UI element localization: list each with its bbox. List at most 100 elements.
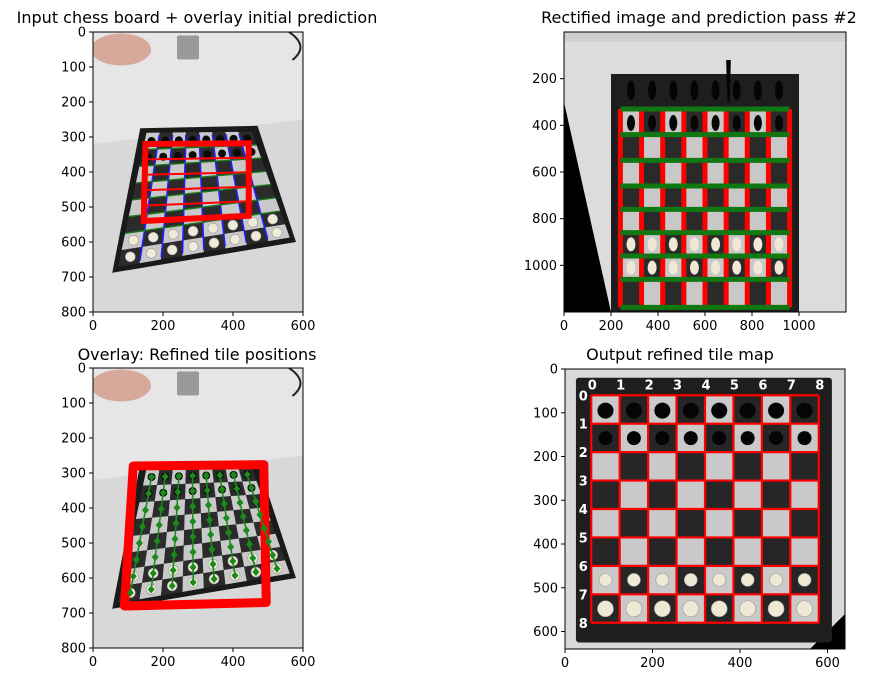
black-piece xyxy=(203,150,212,159)
refined-tile-point xyxy=(260,524,268,533)
white-piece xyxy=(125,251,136,263)
board-square xyxy=(230,159,250,175)
rectified-square xyxy=(662,186,684,210)
panel-4-axes: 0 1 2 3 4 5 6 7 8 0 1 2 3 4 5 6 7 8 0 200 400 600 0 100 200 300 40… xyxy=(533,363,846,671)
axes-frame xyxy=(564,368,846,650)
x-tick-label: 0 xyxy=(89,319,97,334)
white-piece xyxy=(626,260,636,275)
black-piece xyxy=(768,402,785,419)
tile-square xyxy=(705,537,734,566)
y-tick-label: 700 xyxy=(61,607,86,622)
initial-prediction-line xyxy=(145,156,249,161)
x-tick-label: 1000 xyxy=(782,319,815,334)
black-piece xyxy=(711,80,720,101)
refined-tile-point xyxy=(252,497,260,506)
tile-square xyxy=(790,452,819,481)
black-piece xyxy=(690,80,699,101)
tile-square xyxy=(790,480,819,509)
white-piece xyxy=(267,213,278,225)
refined-tile-point xyxy=(227,542,235,551)
white-piece xyxy=(145,248,157,259)
rectified-square xyxy=(620,186,642,210)
y-tick-label: 600 xyxy=(61,572,86,587)
tile-square xyxy=(790,509,819,538)
white-piece xyxy=(655,573,670,587)
refined-tile-point xyxy=(135,539,143,548)
refined-tile-point xyxy=(132,555,140,564)
refined-tile-point xyxy=(174,487,182,496)
refined-tile-point xyxy=(172,519,180,528)
refined-tile-point xyxy=(230,470,238,479)
black-piece xyxy=(775,115,784,131)
black-piece xyxy=(626,431,641,446)
refined-tile-point xyxy=(243,470,251,479)
refined-tile-point xyxy=(189,578,197,587)
black-piece xyxy=(232,148,241,157)
white-piece xyxy=(207,222,219,234)
rectified-square xyxy=(705,279,727,308)
tile-map-row-label: 2 xyxy=(579,446,588,461)
white-piece xyxy=(689,237,699,252)
rectified-square xyxy=(747,134,769,161)
rectified-square xyxy=(747,209,769,233)
refined-tile-point xyxy=(189,532,197,541)
white-piece xyxy=(247,216,259,228)
rectified-square xyxy=(662,160,684,186)
white-piece xyxy=(668,237,678,252)
refined-tile-point xyxy=(129,572,137,581)
refined-tile-point xyxy=(149,569,157,578)
refined-tile-point xyxy=(256,510,264,519)
refined-tile-point xyxy=(249,554,257,563)
black-piece xyxy=(732,115,741,131)
white-piece xyxy=(774,237,784,252)
x-tick-label: 0 xyxy=(89,655,97,670)
refined-tile-point xyxy=(220,499,228,508)
white-piece xyxy=(208,237,220,249)
tile-map-row-label: 3 xyxy=(579,475,588,490)
black-piece xyxy=(753,115,762,131)
rectified-square xyxy=(662,209,684,233)
initial-prediction-line xyxy=(144,200,249,207)
refined-tile-point xyxy=(207,530,215,539)
board-square xyxy=(184,162,201,179)
tile-map-row-label: 4 xyxy=(579,503,588,518)
refined-tile-point xyxy=(126,588,134,597)
refined-tile-point xyxy=(204,501,212,510)
board-square xyxy=(257,197,281,214)
y-tick-label: 800 xyxy=(532,212,557,227)
rectified-square xyxy=(768,134,790,161)
x-tick-label: 400 xyxy=(221,655,246,670)
tile-square xyxy=(619,537,649,566)
y-tick-label: 100 xyxy=(61,397,86,412)
white-piece xyxy=(625,600,643,618)
black-piece xyxy=(625,402,642,419)
rectified-square xyxy=(641,160,663,186)
refined-tile-point xyxy=(161,472,169,481)
rectified-square xyxy=(705,186,727,210)
y-tick-label: 400 xyxy=(61,502,86,517)
x-tick-label: 200 xyxy=(599,319,624,334)
white-piece xyxy=(647,260,657,275)
refined-tile-point xyxy=(189,517,197,526)
refined-tile-point xyxy=(264,537,272,546)
tile-map-col-label: 3 xyxy=(673,378,682,393)
panel-input-board: Input chess board + overlay initial pred… xyxy=(0,0,439,341)
y-tick-label: 0 xyxy=(550,363,558,378)
black-piece xyxy=(775,80,784,101)
panel-2-axes: 0 200 400 600 800 1000 200 400 600 800 1000 xyxy=(524,31,847,334)
panel-rectified: Rectified image and prediction pass #2 0… xyxy=(439,0,878,341)
refined-tile-point xyxy=(236,498,244,507)
tile-square xyxy=(705,509,734,538)
tile-square xyxy=(591,537,620,566)
white-piece xyxy=(128,234,139,246)
black-piece xyxy=(732,80,741,101)
white-piece xyxy=(767,600,785,618)
refined-tile-point xyxy=(157,504,165,513)
y-tick-label: 0 xyxy=(78,26,86,41)
refined-tile-point xyxy=(189,502,197,511)
tile-map-col-label: 4 xyxy=(701,378,710,393)
tile-map-row-label: 6 xyxy=(579,560,588,575)
y-tick-label: 0 xyxy=(78,362,86,377)
black-piece xyxy=(711,115,720,131)
white-piece xyxy=(712,573,727,587)
